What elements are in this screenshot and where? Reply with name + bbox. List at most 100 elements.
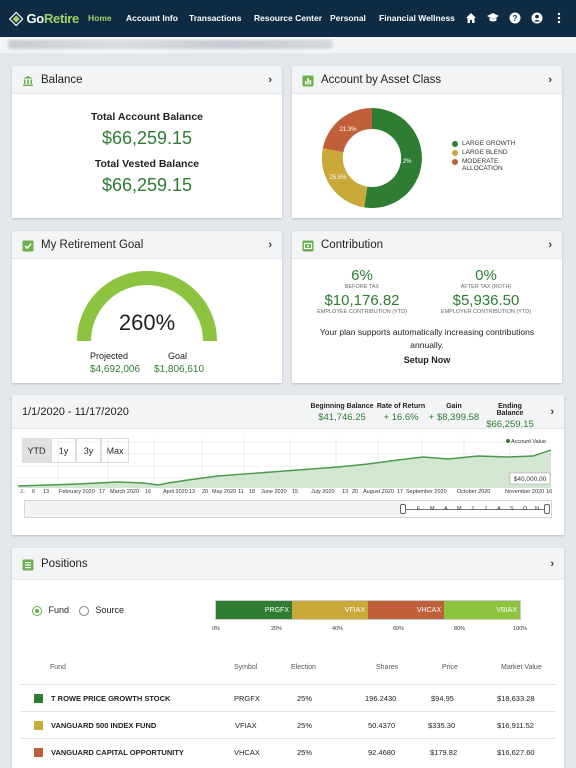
chevron-right-icon[interactable]: › (550, 406, 554, 418)
segment-vfiax[interactable]: VFIAX (292, 601, 368, 619)
performance-header[interactable] (12, 395, 564, 429)
positions-allocation-bar[interactable]: PRGFX VFIAX VHCAX VBIAX (215, 600, 521, 620)
legend-item-large-growth[interactable]: LARGE GROWTH (452, 140, 542, 147)
setup-now-link[interactable]: Setup Now (403, 355, 451, 365)
retirement-goal-card-header[interactable]: My Retirement Goal › (12, 231, 282, 259)
retirement-goal-card[interactable]: My Retirement Goal › 260% Projected $4,6… (12, 231, 282, 383)
segment-label: PRGFX (264, 606, 289, 614)
before-tax-column: 6% BEFORE TAX $10,176.82 EMPLOYEE CONTRI… (292, 267, 432, 315)
slice-label-large-blend: 25.5% (329, 175, 347, 181)
column-header-shares[interactable]: Shares (376, 664, 399, 671)
total-vested-balance-label: Total Vested Balance (94, 158, 200, 170)
fund-name: VANGUARD CAPITAL OPPORTUNITY (51, 748, 184, 757)
nav-month-label: M (457, 506, 462, 512)
slice-label-large-growth: 53.2% (394, 159, 412, 165)
navigator-left-handle[interactable] (400, 504, 406, 514)
performance-date-range: 1/1/2020 - 11/17/2020 (22, 406, 129, 418)
x-tick-label: 20 (202, 489, 209, 495)
balance-card[interactable]: Balance › Total Account Balance $66,259.… (12, 66, 282, 218)
contribution-card-header[interactable]: Contribution › (292, 231, 562, 259)
axis-tick: 60% (393, 626, 405, 632)
after-tax-percent: 0% (475, 267, 497, 284)
column-header-price[interactable]: Price (442, 664, 458, 671)
nav-transactions[interactable]: Transactions (189, 13, 242, 23)
navigator-right-handle[interactable] (544, 504, 550, 514)
more-vert-icon[interactable] (552, 11, 566, 25)
chevron-right-icon[interactable]: › (548, 74, 552, 86)
asset-class-card[interactable]: Account by Asset Class › 53.2% 25.5% 21.… (292, 66, 562, 218)
graduation-cap-icon[interactable] (486, 11, 500, 25)
balance-card-header[interactable]: Balance › (12, 66, 282, 94)
fund-market-value: $16,911.52 (497, 721, 534, 730)
range-navigator[interactable]: F M A M J J A S O N (24, 500, 552, 518)
before-tax-label: BEFORE TAX (344, 284, 380, 290)
chevron-right-icon[interactable]: › (268, 74, 272, 86)
radio-fund[interactable] (32, 605, 42, 616)
stat-value: $41,746.25 (318, 412, 366, 423)
fund-name: VANGUARD 500 INDEX FUND (51, 721, 157, 730)
legend-swatch (452, 159, 458, 165)
segment-prgfx[interactable]: PRGFX (216, 601, 292, 619)
column-header-market-value[interactable]: Market Value (501, 664, 542, 671)
nav-account-info[interactable]: Account Info (126, 13, 178, 23)
rate-of-return-stat: Rate of Return + 16.6% (376, 403, 426, 423)
stat-value: + 16.6% (383, 412, 419, 423)
account-value-chart[interactable]: Account Value $40,000.00 (18, 430, 558, 522)
retirement-goal-percent: 260% (118, 310, 176, 335)
stat-label: Gain (446, 403, 462, 410)
nav-personal[interactable]: Personal (330, 13, 366, 23)
auto-increase-note: Your plan supports automatically increas… (319, 327, 535, 350)
x-tick-label: 13 (43, 489, 50, 495)
total-account-balance-value: $66,259.15 (101, 128, 193, 148)
chevron-right-icon[interactable]: › (268, 239, 272, 251)
projected-value: $4,692,006 (90, 364, 141, 375)
nav-financial-wellness[interactable]: Financial Wellness (379, 13, 455, 23)
legend-label: MODERATE ALLOCATION (462, 158, 503, 172)
x-tick-label: October 2020 (457, 489, 491, 495)
fund-price: $179.82 (430, 748, 458, 757)
positions-card-title: Positions (41, 557, 88, 570)
asset-class-donut-chart[interactable]: 53.2% 25.5% 21.3% (317, 103, 427, 213)
home-icon[interactable] (464, 11, 478, 25)
contribution-card[interactable]: Contribution › 6% BEFORE TAX $10,176.82 … (292, 231, 562, 383)
x-tick-label: 6 (32, 489, 36, 495)
fund-shares: 92.4680 (368, 748, 396, 757)
value-tag: $40,000.00 (514, 476, 547, 483)
asset-class-card-header[interactable]: Account by Asset Class › (292, 66, 562, 94)
slice-large-blend (321, 148, 368, 208)
x-tick-label: September 2020 (406, 489, 447, 495)
segment-vbiax[interactable]: VBIAX (444, 601, 520, 619)
balance-card-title: Balance (41, 73, 83, 86)
view-fund-radio[interactable]: Fund (32, 605, 69, 616)
segment-vhcax[interactable]: VHCAX (368, 601, 444, 619)
column-header-fund[interactable]: Fund (50, 664, 66, 671)
nav-month-label: J (471, 506, 474, 512)
asset-class-card-title: Account by Asset Class (321, 73, 442, 86)
before-tax-percent: 6% (351, 267, 373, 284)
x-tick-label: 11 (238, 489, 244, 495)
nav-resource-center[interactable]: Resource Center (254, 13, 323, 23)
nav-month-label: A (497, 506, 501, 512)
account-icon[interactable] (530, 11, 544, 25)
total-account-balance-label: Total Account Balance (90, 111, 204, 123)
table-divider (20, 711, 556, 712)
x-tick-label: 17 (99, 489, 106, 495)
fund-color-swatch (34, 748, 43, 757)
legend-item-large-blend[interactable]: LARGE BLEND (452, 149, 542, 156)
legend-item-moderate-allocation[interactable]: MODERATE ALLOCATION (452, 158, 542, 172)
x-tick-label: 17 (397, 489, 404, 495)
column-header-symbol[interactable]: Symbol (234, 664, 258, 671)
help-icon[interactable]: ? (508, 11, 522, 25)
view-source-radio[interactable]: Source (79, 605, 124, 616)
positions-card-header[interactable]: Positions › (12, 548, 564, 580)
chevron-right-icon[interactable]: › (550, 558, 554, 570)
bar-chart-icon (302, 74, 314, 86)
nav-home[interactable]: Home (88, 13, 112, 23)
radio-source[interactable] (79, 605, 89, 616)
fund-symbol: VHCAX (234, 748, 260, 757)
column-header-election[interactable]: Election (291, 664, 316, 671)
goretire-logo[interactable]: GoRetire (9, 9, 79, 29)
fund-price: $94.95 (431, 694, 454, 703)
projected-label: Projected (90, 351, 129, 361)
chevron-right-icon[interactable]: › (548, 239, 552, 251)
